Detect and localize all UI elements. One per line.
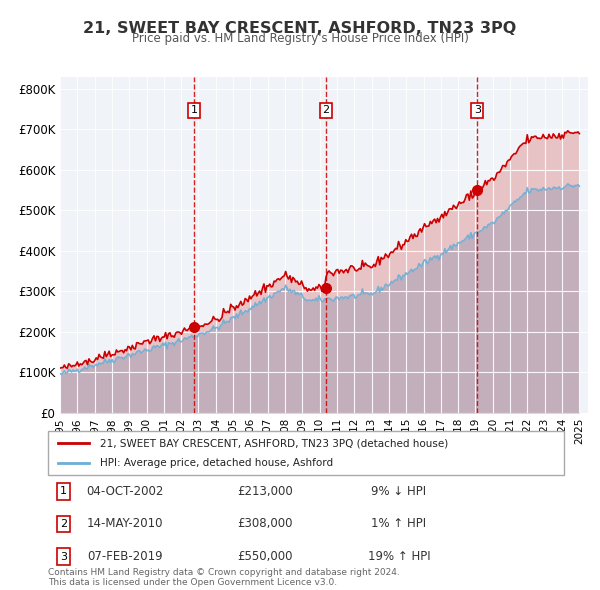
Text: £308,000: £308,000 [237, 517, 292, 530]
Text: 9% ↓ HPI: 9% ↓ HPI [371, 485, 427, 498]
Text: 1% ↑ HPI: 1% ↑ HPI [371, 517, 427, 530]
Text: £213,000: £213,000 [237, 485, 293, 498]
Text: 07-FEB-2019: 07-FEB-2019 [88, 550, 163, 563]
Text: 1: 1 [60, 486, 67, 496]
Text: HPI: Average price, detached house, Ashford: HPI: Average price, detached house, Ashf… [100, 458, 333, 467]
FancyBboxPatch shape [48, 431, 564, 475]
Text: 3: 3 [474, 106, 481, 115]
Text: £550,000: £550,000 [237, 550, 292, 563]
Text: 2: 2 [323, 106, 329, 115]
Text: 3: 3 [60, 552, 67, 562]
Text: 21, SWEET BAY CRESCENT, ASHFORD, TN23 3PQ: 21, SWEET BAY CRESCENT, ASHFORD, TN23 3P… [83, 21, 517, 35]
Text: 04-OCT-2002: 04-OCT-2002 [87, 485, 164, 498]
Text: 19% ↑ HPI: 19% ↑ HPI [368, 550, 430, 563]
Text: 21, SWEET BAY CRESCENT, ASHFORD, TN23 3PQ (detached house): 21, SWEET BAY CRESCENT, ASHFORD, TN23 3P… [100, 438, 448, 448]
Text: 2: 2 [60, 519, 67, 529]
Text: Contains HM Land Registry data © Crown copyright and database right 2024.
This d: Contains HM Land Registry data © Crown c… [48, 568, 400, 587]
Text: 1: 1 [191, 106, 197, 115]
Text: Price paid vs. HM Land Registry's House Price Index (HPI): Price paid vs. HM Land Registry's House … [131, 32, 469, 45]
Text: 14-MAY-2010: 14-MAY-2010 [87, 517, 164, 530]
